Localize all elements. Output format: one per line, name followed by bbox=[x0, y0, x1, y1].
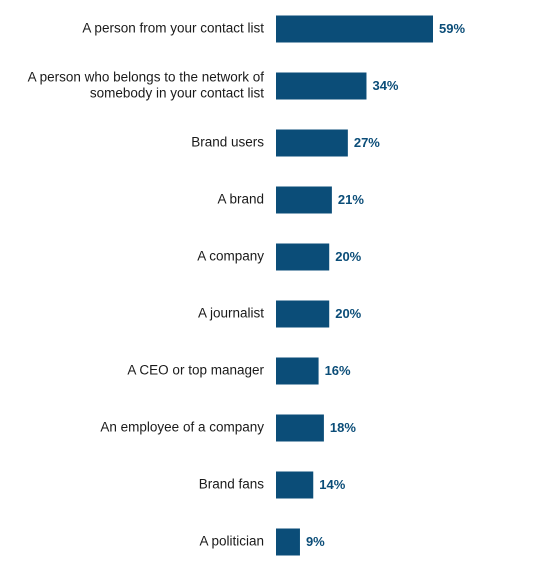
value-label: 34% bbox=[372, 78, 398, 93]
bar bbox=[276, 186, 332, 214]
value-label: 27% bbox=[354, 135, 380, 150]
category-label-line: A brand bbox=[217, 192, 264, 207]
category-label: A person who belongs to the network of so… bbox=[28, 70, 265, 101]
category-label: Brand fans bbox=[199, 477, 265, 492]
category-label-line: A journalist bbox=[198, 306, 264, 321]
category-label-line: A politician bbox=[199, 534, 264, 549]
category-label: An employee of a company bbox=[100, 420, 264, 435]
bar bbox=[276, 129, 348, 157]
bar bbox=[276, 414, 324, 442]
category-label: A brand bbox=[217, 192, 264, 207]
category-label-line: A company bbox=[197, 249, 264, 264]
category-label-line: Brand users bbox=[191, 135, 264, 150]
category-label-line: somebody in your contact list bbox=[90, 86, 264, 101]
category-label: A journalist bbox=[198, 306, 264, 321]
value-label: 16% bbox=[325, 363, 351, 378]
category-label: Brand users bbox=[191, 135, 264, 150]
value-label: 59% bbox=[439, 21, 465, 36]
category-label-line: An employee of a company bbox=[100, 420, 264, 435]
category-labels-group: A person from your contact list A person … bbox=[28, 21, 265, 549]
category-label-line: A person who belongs to the network of bbox=[28, 70, 265, 85]
category-label-line: Brand fans bbox=[199, 477, 265, 492]
bar bbox=[276, 357, 319, 385]
category-label-line: A person from your contact list bbox=[82, 21, 264, 36]
value-label: 18% bbox=[330, 420, 356, 435]
category-label: A company bbox=[197, 249, 264, 264]
value-label: 20% bbox=[335, 306, 361, 321]
category-label: A person from your contact list bbox=[82, 21, 264, 36]
value-labels-group: 59% 34% 27% 21% 20% 20% 16% 18% 14% 9% bbox=[306, 21, 466, 549]
bar bbox=[276, 72, 367, 100]
bar bbox=[276, 15, 433, 43]
bar bbox=[276, 471, 314, 499]
bar bbox=[276, 528, 300, 556]
value-label: 21% bbox=[338, 192, 364, 207]
value-label: 14% bbox=[319, 477, 345, 492]
bars-group bbox=[276, 15, 433, 556]
value-label: 20% bbox=[335, 249, 361, 264]
bar bbox=[276, 243, 330, 271]
category-label: A politician bbox=[199, 534, 264, 549]
bar bbox=[276, 300, 330, 328]
value-label: 9% bbox=[306, 534, 325, 549]
category-label: A CEO or top manager bbox=[127, 363, 264, 378]
category-label-line: A CEO or top manager bbox=[127, 363, 264, 378]
